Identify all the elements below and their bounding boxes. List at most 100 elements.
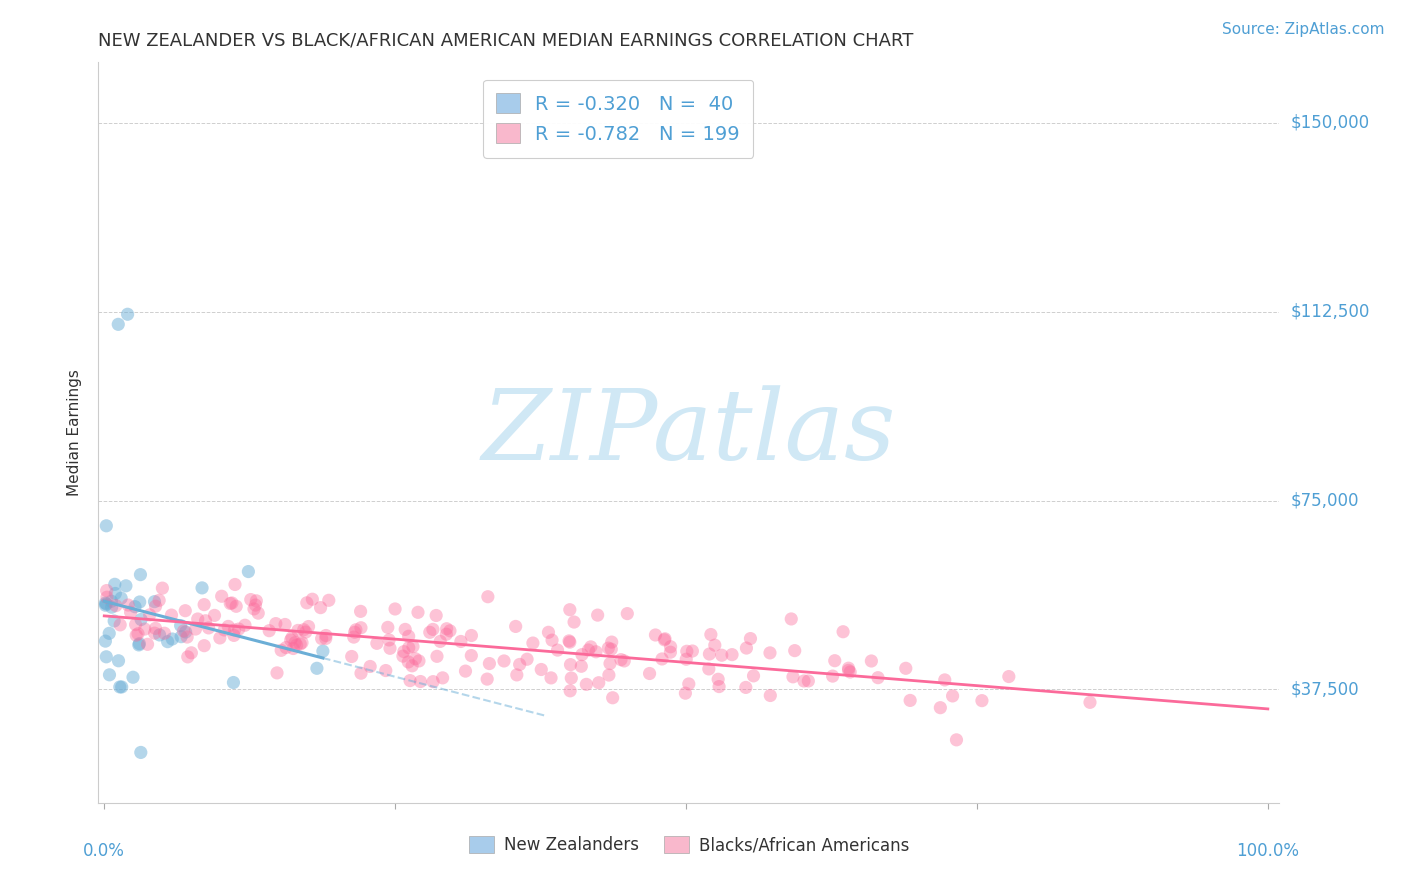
Point — [94, 596, 117, 610]
Point — [107, 654, 129, 668]
Point — [644, 628, 666, 642]
Point — [274, 617, 297, 632]
Point — [394, 623, 416, 637]
Point — [98, 668, 121, 682]
Point — [384, 602, 406, 616]
Point — [824, 654, 846, 668]
Point — [318, 593, 340, 607]
Point — [970, 693, 993, 707]
Point — [492, 654, 515, 668]
Point — [153, 626, 176, 640]
Point — [460, 648, 482, 663]
Point — [294, 625, 316, 640]
Point — [145, 621, 167, 635]
Point — [392, 649, 415, 664]
Point — [422, 623, 444, 637]
Point — [721, 648, 744, 662]
Point — [312, 644, 335, 658]
Point — [654, 632, 676, 646]
Point — [516, 652, 538, 666]
Point — [600, 642, 623, 657]
Point — [100, 600, 122, 615]
Point — [432, 671, 454, 685]
Point — [239, 592, 262, 607]
Point — [434, 627, 457, 641]
Point — [136, 637, 159, 651]
Point — [264, 616, 287, 631]
Legend: New Zealanders, Blacks/African Americans: New Zealanders, Blacks/African Americans — [463, 830, 915, 861]
Point — [598, 641, 620, 656]
Point — [193, 639, 215, 653]
Point — [143, 626, 166, 640]
Point — [124, 599, 146, 614]
Point — [295, 596, 318, 610]
Point — [454, 664, 477, 678]
Point — [221, 596, 243, 610]
Point — [654, 632, 676, 647]
Point — [280, 633, 302, 648]
Point — [297, 619, 319, 633]
Point — [125, 628, 148, 642]
Point — [602, 690, 624, 705]
Point — [837, 661, 859, 675]
Point — [270, 643, 292, 657]
Point — [426, 649, 449, 664]
Point — [450, 634, 472, 648]
Point — [111, 680, 134, 694]
Point — [143, 594, 166, 608]
Point — [560, 683, 582, 698]
Text: NEW ZEALANDER VS BLACK/AFRICAN AMERICAN MEDIAN EARNINGS CORRELATION CHART: NEW ZEALANDER VS BLACK/AFRICAN AMERICAN … — [98, 32, 914, 50]
Point — [588, 675, 610, 690]
Point — [245, 594, 267, 608]
Point — [104, 586, 127, 600]
Point — [96, 591, 118, 605]
Point — [257, 624, 280, 638]
Point — [96, 518, 118, 533]
Point — [678, 677, 700, 691]
Point — [219, 597, 242, 611]
Point — [675, 644, 697, 658]
Point — [359, 659, 381, 673]
Point — [96, 649, 118, 664]
Point — [128, 638, 150, 652]
Point — [117, 598, 139, 612]
Point — [866, 671, 889, 685]
Point — [475, 672, 498, 686]
Point — [898, 693, 921, 707]
Point — [585, 645, 607, 659]
Point — [222, 675, 245, 690]
Point — [374, 664, 396, 678]
Point — [174, 625, 197, 640]
Point — [149, 628, 172, 642]
Point — [170, 630, 193, 644]
Point — [156, 634, 179, 648]
Point — [287, 624, 309, 638]
Point — [571, 648, 593, 662]
Text: 100.0%: 100.0% — [1236, 842, 1299, 860]
Point — [225, 599, 247, 614]
Point — [193, 598, 215, 612]
Point — [233, 618, 256, 632]
Point — [104, 599, 127, 613]
Point — [699, 647, 721, 661]
Point — [839, 665, 862, 679]
Point — [392, 645, 415, 659]
Point — [127, 626, 149, 640]
Point — [681, 644, 703, 658]
Point — [509, 657, 531, 672]
Point — [284, 635, 307, 649]
Point — [707, 673, 730, 687]
Point — [98, 626, 121, 640]
Point — [429, 634, 451, 648]
Point — [530, 663, 553, 677]
Point — [998, 669, 1021, 683]
Point — [398, 640, 420, 655]
Point — [782, 670, 804, 684]
Point — [560, 671, 582, 685]
Point — [478, 657, 501, 671]
Point — [176, 630, 198, 644]
Point — [558, 603, 581, 617]
Point — [697, 662, 720, 676]
Text: $75,000: $75,000 — [1291, 491, 1360, 509]
Text: $112,500: $112,500 — [1291, 302, 1369, 321]
